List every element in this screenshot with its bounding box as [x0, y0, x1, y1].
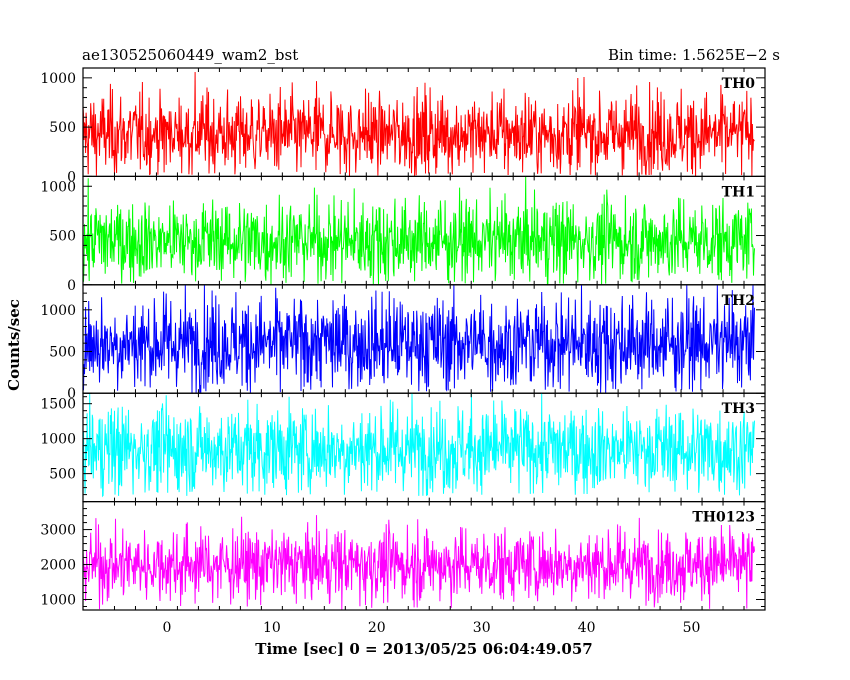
x-axis-label: Time [sec] 0 = 2013/05/25 06:04:49.057 — [255, 640, 592, 658]
y-tick-label: 500 — [49, 120, 76, 136]
panels: 0 500 1000 TH0 0 500 1000 TH1 0 500 1000 TH2 500 1000… — [40, 67, 766, 611]
panel-frame — [82, 501, 766, 611]
panel-label-th0123: TH0123 — [692, 510, 755, 526]
series-line-th2 — [83, 284, 755, 394]
series-line-th1 — [83, 176, 755, 285]
y-tick-label: 1000 — [40, 432, 76, 448]
y-tick-label: 0 — [67, 386, 76, 402]
y-tick-label: 1000 — [40, 303, 76, 319]
bin-time-label: Bin time: 1.5625E−2 s — [608, 46, 780, 64]
y-tick-label: 1000 — [40, 593, 76, 609]
panel-label-th3: TH3 — [722, 401, 755, 417]
panel-th0: 0 500 1000 TH0 — [40, 67, 766, 185]
x-tick-label: 30 — [473, 620, 491, 636]
y-tick-label: 500 — [49, 345, 76, 361]
chart-title: ae130525060449_wam2_bst — [82, 46, 298, 64]
x-tick-label: 50 — [683, 620, 701, 636]
y-axis-label: Counts/sec — [5, 299, 23, 391]
series-line-th3 — [83, 393, 755, 498]
panel-label-th2: TH2 — [722, 293, 755, 309]
y-tick-label: 1000 — [40, 179, 76, 195]
x-tick-label: 10 — [263, 620, 281, 636]
panel-th2: 0 500 1000 TH2 — [40, 284, 766, 402]
y-tick-label: 2000 — [40, 558, 76, 574]
panel-th0123: 1000 2000 3000 TH0123 — [40, 501, 766, 611]
y-tick-label: 0 — [67, 278, 76, 294]
y-tick-label: 1500 — [40, 397, 76, 413]
panel-th1: 0 500 1000 TH1 — [40, 175, 766, 294]
panel-th3: 500 1000 1500 TH3 — [40, 392, 766, 503]
y-tick-label: 500 — [49, 467, 76, 483]
series-line-th0123 — [83, 515, 755, 610]
y-tick-label: 500 — [49, 229, 76, 245]
x-tick-label: 0 — [162, 620, 171, 636]
x-tick-label: 20 — [368, 620, 386, 636]
panel-label-th0: TH0 — [722, 76, 756, 92]
y-tick-label: 0 — [67, 169, 76, 185]
y-tick-label: 1000 — [40, 71, 76, 87]
x-tick-label: 40 — [578, 620, 596, 636]
x-axis: 0 10 20 30 40 50 — [162, 620, 700, 636]
series-line-th0 — [83, 71, 755, 177]
panel-label-th1: TH1 — [722, 184, 755, 200]
y-tick-label: 3000 — [40, 523, 76, 539]
panel-frame — [82, 175, 766, 286]
